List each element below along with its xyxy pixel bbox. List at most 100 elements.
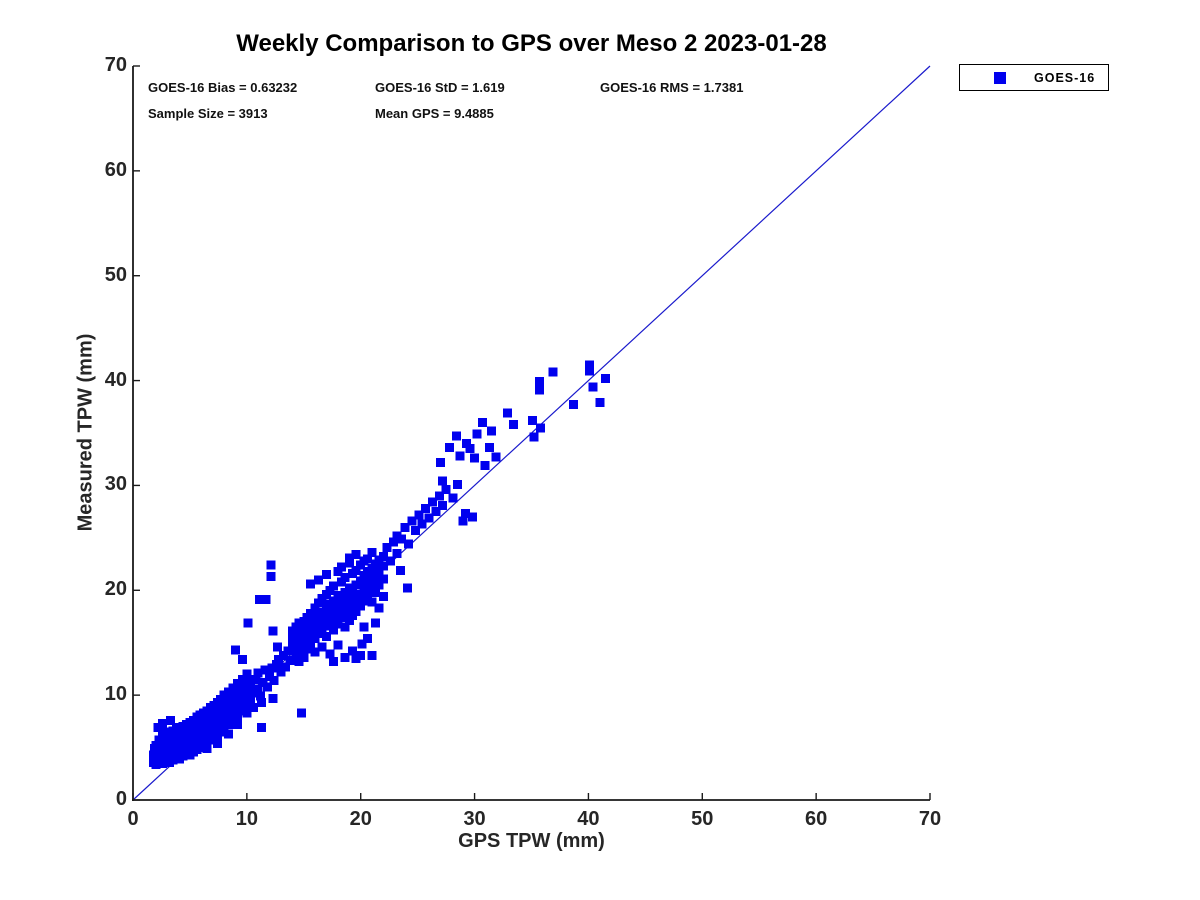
data-point-marker <box>340 622 350 632</box>
data-point-marker <box>294 618 304 628</box>
data-point-marker <box>276 667 286 677</box>
data-point-marker <box>528 415 538 425</box>
data-point-marker <box>363 554 372 564</box>
data-point-marker <box>417 519 427 529</box>
data-point-marker <box>340 607 350 617</box>
data-point-marker <box>359 622 369 632</box>
data-point-marker <box>317 642 327 652</box>
data-point-marker <box>448 493 458 503</box>
data-point-marker <box>379 552 388 562</box>
data-point-marker <box>302 644 312 654</box>
data-point-marker <box>344 553 354 563</box>
data-point-marker <box>374 555 384 565</box>
data-point-marker <box>348 586 358 596</box>
data-point-marker <box>529 432 539 442</box>
data-point-marker <box>166 715 176 725</box>
data-point-marker <box>467 512 477 522</box>
data-point-marker <box>462 439 472 448</box>
data-point-marker <box>306 623 316 633</box>
data-point-marker <box>431 507 441 517</box>
data-point-marker <box>396 565 406 575</box>
x-axis-label: GPS TPW (mm) <box>458 830 605 852</box>
data-point-marker <box>595 398 605 408</box>
y-tick-label: 0 <box>115 788 127 810</box>
chart-title: Weekly Comparison to GPS over Meso 2 202… <box>236 30 827 57</box>
data-point-marker <box>314 575 324 585</box>
stat-rms-text: GOES-16 RMS = 1.7381 <box>600 80 744 95</box>
data-point-marker <box>281 662 291 672</box>
data-point-marker <box>548 367 558 377</box>
data-point-marker <box>359 596 369 606</box>
data-point-marker <box>317 624 327 634</box>
data-point-marker <box>503 408 513 418</box>
data-point-marker <box>414 510 424 520</box>
data-point-marker <box>251 674 261 684</box>
x-tick-label: 60 <box>805 808 828 830</box>
data-point-marker <box>233 686 243 696</box>
x-tick-label: 40 <box>577 808 600 830</box>
data-point-marker <box>356 650 366 660</box>
data-point-marker <box>297 708 306 718</box>
data-point-marker <box>325 649 335 659</box>
data-point-marker <box>158 719 168 728</box>
data-point-marker <box>266 560 276 570</box>
data-point-marker <box>472 429 482 439</box>
data-point-marker <box>237 706 247 716</box>
data-point-marker <box>379 574 388 584</box>
data-point-marker <box>310 634 320 643</box>
data-point-marker <box>233 711 243 721</box>
data-point-marker <box>392 549 402 559</box>
legend-marker-square-icon <box>994 71 1006 84</box>
data-point-marker <box>445 443 454 453</box>
data-point-marker <box>344 616 354 626</box>
data-point-marker <box>245 694 255 704</box>
stat-bias-text: GOES-16 Bias = 0.63232 <box>148 80 298 95</box>
data-point-marker <box>224 687 234 697</box>
data-point-marker <box>458 516 468 526</box>
data-point-marker <box>374 568 384 577</box>
data-point-marker <box>461 509 470 519</box>
data-point-marker <box>253 668 263 678</box>
data-point-marker <box>269 676 279 685</box>
data-point-marker <box>317 607 327 617</box>
data-point-marker <box>310 647 320 657</box>
data-point-marker <box>588 382 598 392</box>
data-point-marker <box>363 591 372 600</box>
data-point-marker <box>291 638 301 648</box>
data-point-marker <box>333 619 343 629</box>
data-point-marker <box>237 674 247 684</box>
x-tick-label: 10 <box>235 808 258 830</box>
data-point-marker <box>465 444 475 454</box>
data-point-marker <box>357 639 367 649</box>
data-point-marker <box>351 565 361 575</box>
data-point-marker <box>328 581 338 591</box>
data-point-marker <box>262 682 272 692</box>
data-point-marker <box>233 720 243 729</box>
data-point-marker <box>356 601 366 611</box>
data-point-marker <box>283 646 293 656</box>
data-point-marker <box>258 678 268 688</box>
stat-sample-size-text: Sample Size = 3913 <box>148 106 268 121</box>
data-point-marker <box>441 485 451 495</box>
data-point-marker <box>340 597 350 607</box>
y-tick-label: 10 <box>104 683 127 706</box>
y-tick-label: 20 <box>104 578 127 601</box>
data-point-marker <box>257 723 267 733</box>
data-point-marker <box>480 461 490 470</box>
data-point-marker <box>266 572 276 582</box>
data-point-marker <box>363 578 372 588</box>
data-point-marker <box>367 597 377 607</box>
data-point-marker <box>491 452 501 462</box>
data-point-marker <box>451 431 461 441</box>
y-axis-label: Measured TPW (mm) <box>74 333 97 532</box>
data-point-marker <box>299 652 309 662</box>
data-point-marker <box>374 603 384 613</box>
data-point-marker <box>242 669 252 679</box>
data-point-marker <box>367 548 377 557</box>
legend-series-label: GOES-16 <box>1034 70 1096 85</box>
data-point-marker <box>256 691 265 701</box>
data-point-marker <box>385 556 395 566</box>
data-point-marker <box>268 693 278 703</box>
data-point-marker <box>317 616 327 626</box>
data-point-marker <box>356 590 366 599</box>
